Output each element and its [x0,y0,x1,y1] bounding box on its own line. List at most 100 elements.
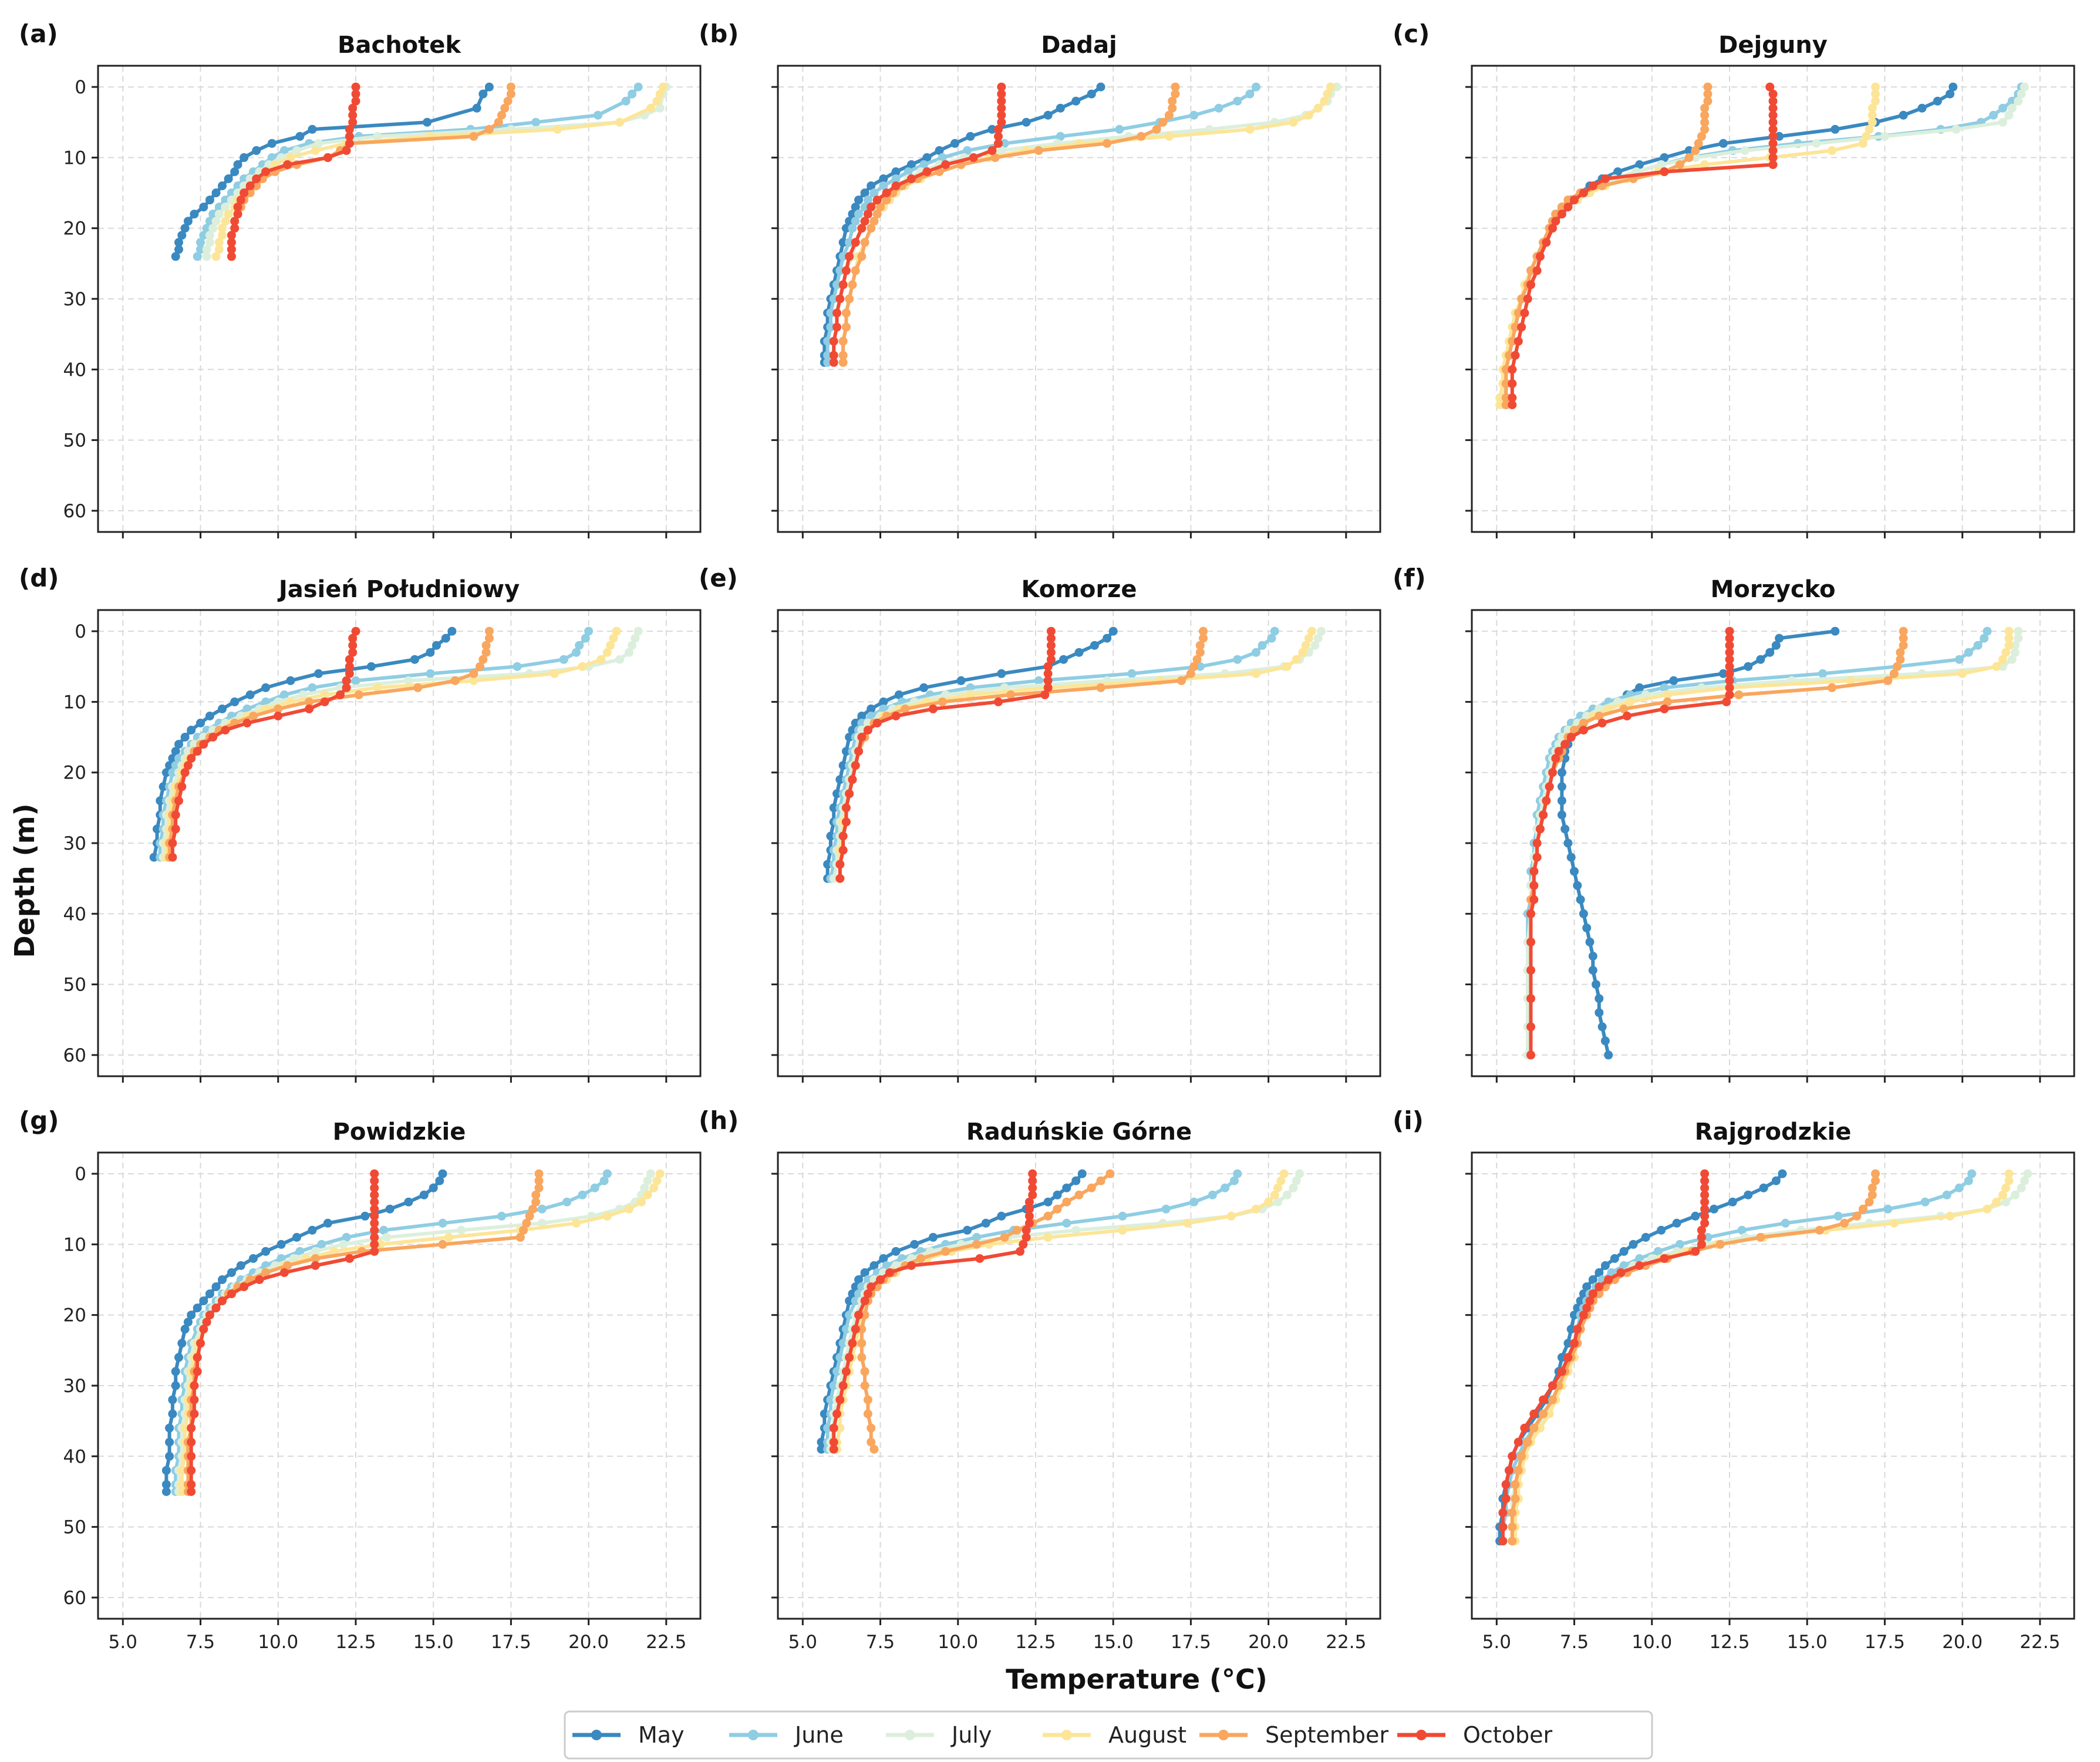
data-point [230,167,240,176]
data-point [1675,160,1684,169]
data-point [1710,1204,1718,1214]
data-point [1040,690,1050,699]
data-point [851,266,860,275]
data-point [240,188,249,197]
data-point [1657,1225,1666,1235]
legend-swatch-marker [591,1730,602,1740]
data-point [857,224,867,233]
data-point [1725,690,1734,699]
data-point [1768,103,1778,113]
data-point [1588,952,1597,961]
x-tick-label: 7.5 [186,1632,215,1653]
data-point [348,641,358,650]
panel-komorze: Komorze (e) [699,564,1381,1083]
data-point [227,238,236,247]
data-point [1703,89,1713,99]
data-point [826,308,835,318]
data-point [193,252,202,261]
data-point [1579,1310,1588,1320]
data-point [1034,146,1043,155]
y-tick-label: 50 [63,975,86,996]
data-point [1024,1204,1034,1214]
data-point [1920,1197,1930,1207]
data-point [345,1254,354,1263]
data-point [1539,810,1548,820]
y-tick-label: 30 [63,289,86,310]
data-point [994,132,1003,141]
data-point [1563,838,1573,848]
data-point [478,655,488,664]
series-june [823,82,1260,367]
data-point [531,1197,541,1207]
data-point [1053,1190,1062,1200]
data-point [1573,1325,1582,1334]
data-point [277,1239,286,1249]
data-point [351,82,360,92]
data-point [295,1246,305,1256]
data-point [1595,712,1604,720]
data-point [1195,662,1205,671]
data-point [823,860,832,869]
data-point [1310,641,1320,650]
data-point [851,1296,860,1306]
data-point [838,761,848,770]
y-tick-label: 50 [63,1517,86,1538]
data-point [1691,1211,1700,1221]
panel-dadaj: Dadaj (b) [699,19,1381,538]
data-point [1332,82,1341,92]
data-point [1313,634,1323,643]
data-point [1505,1465,1514,1475]
data-point [1096,683,1105,692]
data-point [286,153,295,162]
data-point [997,89,1006,99]
data-point [1252,82,1260,92]
data-point [494,117,503,127]
data-point [857,733,867,742]
data-point [841,322,851,332]
panel-title: Raduńskie Górne [966,1118,1192,1146]
series-line [838,630,1314,879]
data-point [1756,1232,1765,1242]
data-point [1022,1225,1031,1235]
data-point [997,669,1006,678]
data-point [1871,1176,1880,1185]
data-point [1691,1246,1700,1256]
data-point [826,322,835,332]
x-tick-label: 5.0 [109,1632,137,1653]
data-point [652,1176,662,1185]
data-point [872,196,882,205]
data-point [503,96,513,106]
data-point [1818,669,1828,678]
series-line [164,1173,444,1492]
data-point [161,1465,171,1475]
data-point [168,1395,177,1404]
data-point [1501,365,1511,374]
data-point [941,1246,950,1256]
data-point [208,224,218,233]
data-point [1579,909,1588,918]
data-point [1700,1169,1710,1178]
data-point [311,1261,320,1270]
data-point [1043,1232,1053,1242]
data-point [506,82,515,92]
data-point [342,146,351,155]
data-point [845,789,854,799]
data-point [261,1246,271,1256]
data-point [1778,1169,1787,1178]
data-point [1951,124,1961,134]
series-july [174,1169,655,1496]
data-point [1771,1176,1781,1185]
data-point [1725,634,1734,643]
data-point [438,1218,447,1228]
legend-item-october: October [1397,1722,1552,1748]
data-point [851,217,860,226]
data-point [1610,1254,1619,1263]
data-point [165,1423,174,1433]
data-point [484,82,494,92]
data-point [1660,704,1669,713]
y-tick-label: 20 [63,1305,86,1326]
data-point [221,726,230,735]
data-point [1195,641,1205,650]
data-point [615,117,624,127]
x-tick-label: 7.5 [866,1632,895,1653]
